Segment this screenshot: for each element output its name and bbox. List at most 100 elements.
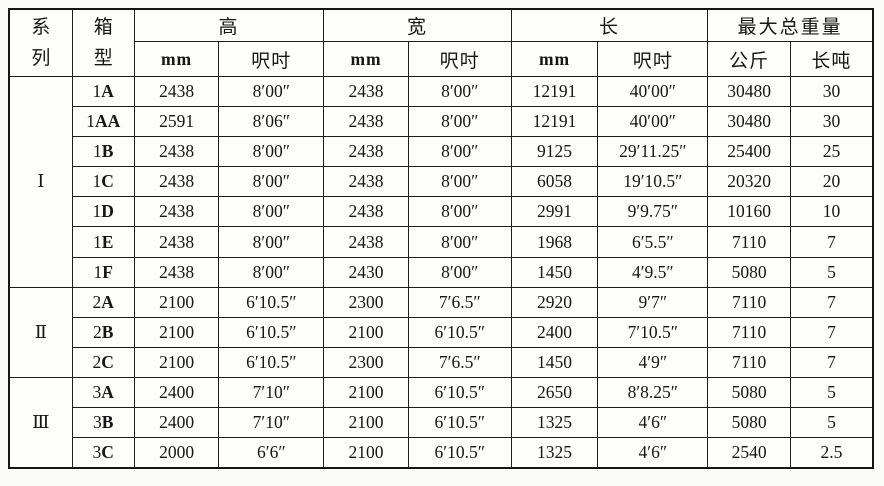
- cell-height-mm: 2591: [133, 106, 220, 138]
- col-subheader-width-mm: mm: [323, 41, 409, 77]
- cell-weight-longton: 7: [789, 226, 874, 258]
- cell-width-ftin: 6′10.5″: [407, 437, 512, 469]
- cell-length-mm: 1450: [510, 346, 599, 378]
- cell-height-ftin: 8′00″: [218, 226, 325, 258]
- cell-width-mm: 2438: [323, 196, 409, 228]
- container-dimensions-table: 系 列 箱 型 高 宽 长 最大总重量 mm 呎吋 mm 呎吋 mm 呎吋 公斤…: [8, 8, 874, 470]
- col-subheader-height-mm: mm: [133, 41, 220, 77]
- cell-length-mm: 2400: [510, 316, 599, 348]
- cell-weight-kg: 7110: [707, 346, 791, 378]
- cell-length-mm: 1325: [510, 437, 599, 469]
- cell-width-mm: 2100: [323, 407, 409, 439]
- cell-weight-longton: 7: [789, 316, 874, 348]
- cell-width-ftin: 8′00″: [407, 166, 512, 198]
- cell-width-ftin: 7′6.5″: [407, 286, 512, 318]
- table-row: 1E 2438 8′00″ 2438 8′00″ 1968 6′5.5″ 7110 7: [9, 226, 874, 258]
- cell-length-mm: 1450: [510, 256, 599, 288]
- cell-height-mm: 2100: [133, 346, 220, 378]
- cell-weight-longton: 10: [789, 196, 874, 228]
- cell-height-ftin: 6′10.5″: [218, 286, 325, 318]
- cell-width-ftin: 7′6.5″: [407, 346, 512, 378]
- cell-width-ftin: 6′10.5″: [407, 316, 512, 348]
- cell-weight-longton: 7: [789, 346, 874, 378]
- cell-weight-longton: 5: [789, 376, 874, 409]
- cell-weight-kg: 5080: [707, 376, 791, 409]
- cell-length-mm: 12191: [510, 75, 599, 108]
- cell-weight-longton: 30: [789, 75, 874, 108]
- cell-height-ftin: 8′00″: [218, 136, 325, 168]
- cell-height-ftin: 8′00″: [218, 75, 325, 108]
- cell-height-mm: 2438: [133, 166, 220, 198]
- cell-box-type: 3B: [71, 407, 135, 439]
- cell-length-mm: 2650: [510, 376, 599, 409]
- cell-width-mm: 2430: [323, 256, 409, 288]
- cell-weight-kg: 7110: [707, 286, 791, 318]
- cell-height-mm: 2438: [133, 75, 220, 108]
- cell-length-ftin: 4′6″: [597, 437, 709, 469]
- cell-length-ftin: 19′10.5″: [597, 166, 709, 198]
- table-row: 1F 2438 8′00″ 2430 8′00″ 1450 4′9.5″ 5080 5: [9, 256, 874, 288]
- col-subheader-weight-kg: 公斤: [707, 41, 791, 77]
- cell-length-mm: 9125: [510, 136, 599, 168]
- cell-width-ftin: 8′00″: [407, 136, 512, 168]
- cell-weight-kg: 20320: [707, 166, 791, 198]
- cell-height-mm: 2100: [133, 316, 220, 348]
- cell-height-ftin: 8′00″: [218, 166, 325, 198]
- table-row: Ⅰ 1A 2438 8′00″ 2438 8′00″ 12191 40′00″ 30480 30: [8, 75, 874, 288]
- cell-length-mm: 6058: [510, 166, 599, 198]
- cell-weight-kg: 30480: [707, 106, 791, 138]
- cell-length-mm: 2920: [510, 286, 599, 318]
- cell-length-ftin: 40′00″: [597, 75, 709, 108]
- cell-box-type: 1D: [71, 196, 135, 228]
- cell-box-type: 2A: [71, 286, 135, 318]
- table-row: 1AA 2591 8′06″ 2438 8′00″ 12191 40′00″ 30480 30: [9, 106, 874, 138]
- cell-weight-longton: 25: [789, 136, 874, 168]
- cell-box-type: 1C: [71, 166, 135, 198]
- col-header-box-type: 箱 型: [71, 8, 135, 77]
- cell-series: Ⅱ: [8, 286, 73, 378]
- cell-box-type: 2C: [71, 346, 135, 378]
- cell-height-ftin: 8′00″: [218, 256, 325, 288]
- table-row: 2B 2100 6′10.5″ 2100 6′10.5″ 2400 7′10.5″ 7110 7: [9, 316, 874, 348]
- cell-length-ftin: 4′6″: [597, 407, 709, 439]
- cell-weight-longton: 5: [789, 256, 874, 288]
- cell-length-ftin: 8′8.25″: [597, 376, 709, 409]
- cell-width-mm: 2300: [323, 286, 409, 318]
- cell-length-mm: 12191: [510, 106, 599, 138]
- cell-height-ftin: 6′6″: [218, 437, 325, 469]
- cell-box-type: 1B: [71, 136, 135, 168]
- col-header-series: 系 列: [8, 8, 73, 77]
- cell-height-mm: 2438: [133, 196, 220, 228]
- col-subheader-width-ftin: 呎吋: [407, 41, 512, 77]
- table-header: 系 列 箱 型 高 宽 长 最大总重量 mm 呎吋 mm 呎吋 mm 呎吋 公斤…: [8, 8, 874, 77]
- table-row: 1C 2438 8′00″ 2438 8′00″ 6058 19′10.5″ 20320 20: [9, 166, 874, 198]
- cell-width-ftin: 8′00″: [407, 196, 512, 228]
- cell-weight-kg: 7110: [707, 316, 791, 348]
- cell-width-ftin: 8′00″: [407, 106, 512, 138]
- cell-height-ftin: 6′10.5″: [218, 316, 325, 348]
- cell-width-mm: 2438: [323, 75, 409, 108]
- cell-weight-kg: 5080: [707, 407, 791, 439]
- cell-height-ftin: 7′10″: [218, 376, 325, 409]
- cell-height-ftin: 7′10″: [218, 407, 325, 439]
- cell-box-type: 3A: [71, 376, 135, 409]
- container-dimensions-table-wrapper: 系 列 箱 型 高 宽 长 最大总重量 mm 呎吋 mm 呎吋 mm 呎吋 公斤…: [8, 8, 874, 470]
- table-row: 3B 2400 7′10″ 2100 6′10.5″ 1325 4′6″ 5080 5: [9, 407, 874, 439]
- cell-series: Ⅰ: [8, 76, 73, 288]
- cell-weight-longton: 20: [789, 166, 874, 198]
- cell-series: Ⅲ: [8, 376, 73, 469]
- header-row-groups: 系 列 箱 型 高 宽 长 最大总重量: [8, 8, 874, 77]
- table-body: Ⅰ 1A 2438 8′00″ 2438 8′00″ 12191 40′00″ 30480 30 1…: [8, 75, 874, 469]
- cell-length-ftin: 40′00″: [597, 106, 709, 138]
- col-subheader-length-mm: mm: [510, 41, 599, 77]
- cell-height-mm: 2438: [133, 226, 220, 258]
- cell-weight-kg: 7110: [707, 226, 791, 258]
- cell-length-ftin: 9′7″: [597, 286, 709, 318]
- cell-box-type: 1AA: [71, 106, 135, 138]
- col-header-width: 宽: [323, 8, 512, 42]
- col-header-length: 长: [510, 8, 709, 42]
- cell-width-ftin: 8′00″: [407, 226, 512, 258]
- cell-width-ftin: 8′00″: [407, 75, 512, 108]
- cell-width-mm: 2100: [323, 437, 409, 469]
- cell-length-ftin: 7′10.5″: [597, 316, 709, 348]
